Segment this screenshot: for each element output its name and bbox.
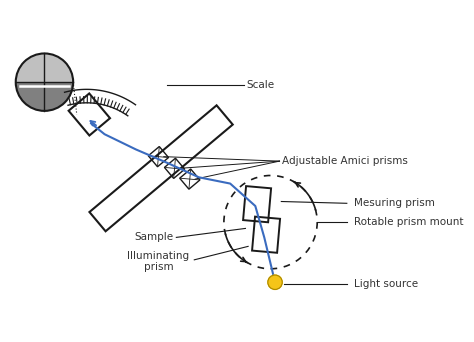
- Text: Light source: Light source: [354, 279, 418, 289]
- Text: Sample: Sample: [135, 233, 173, 242]
- Text: Rotable prism mount: Rotable prism mount: [354, 217, 464, 227]
- Wedge shape: [16, 53, 73, 82]
- Text: Adjustable Amici prisms: Adjustable Amici prisms: [282, 156, 408, 166]
- Wedge shape: [16, 82, 73, 111]
- Text: Mesuring prism: Mesuring prism: [354, 198, 435, 208]
- Circle shape: [268, 275, 282, 289]
- Text: Scale: Scale: [246, 80, 274, 90]
- Text: Illuminating
prism: Illuminating prism: [128, 251, 190, 273]
